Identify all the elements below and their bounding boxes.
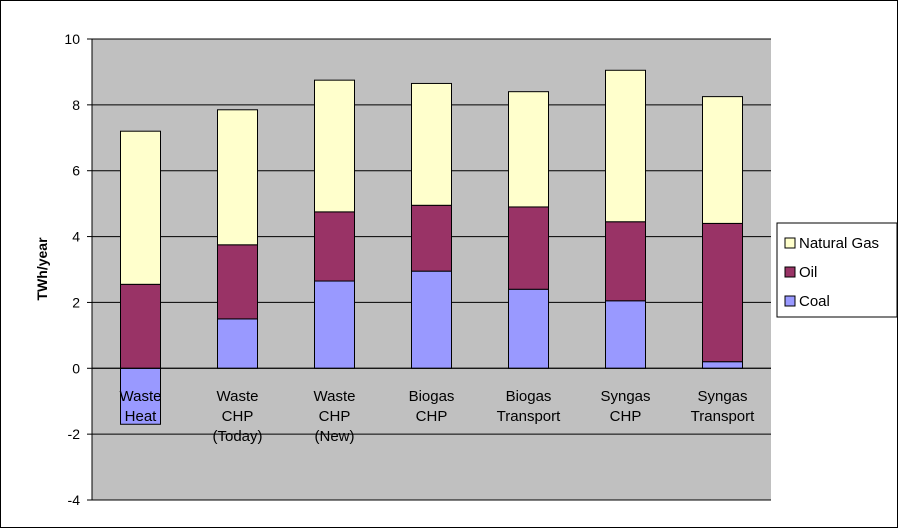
- bar-segment-natural-gas: [605, 69, 646, 223]
- bar-segment-coal: [605, 300, 646, 369]
- bar-segment-coal: [120, 367, 161, 425]
- legend-swatch-coal: [784, 295, 796, 307]
- bar-segment-coal: [217, 318, 258, 369]
- bar-segment-natural-gas: [314, 79, 355, 213]
- y-tick-label: -2: [68, 426, 81, 442]
- y-tick-label: 8: [72, 97, 80, 113]
- legend-label: Coal: [799, 293, 830, 310]
- bar-segment-oil: [217, 244, 258, 320]
- legend-box: [776, 222, 898, 318]
- bar-segment-coal: [702, 361, 743, 369]
- bar-segment-natural-gas: [217, 109, 258, 246]
- y-tick-label: 2: [72, 294, 80, 310]
- bar-segment-coal: [411, 270, 452, 369]
- x-category-label: Syngas CHP: [600, 388, 650, 425]
- y-tick-label: 0: [72, 360, 80, 376]
- bar-layer: [120, 69, 743, 425]
- legend: Natural Gas Oil Coal: [776, 222, 898, 318]
- y-tick-layer: 10 8 6 4 2 0 -2 -4: [64, 31, 92, 508]
- x-category-label: Waste CHP (Today): [212, 388, 262, 445]
- x-category-label: Biogas Transport: [497, 388, 561, 425]
- legend-swatch-natural-gas: [784, 237, 796, 249]
- bar-segment-oil: [508, 206, 549, 290]
- bar-segment-coal: [314, 280, 355, 369]
- y-axis-title: TWh/year: [34, 237, 50, 301]
- legend-swatch-oil: [784, 266, 796, 278]
- bar-segment-oil: [702, 222, 743, 363]
- bar-segment-oil: [314, 211, 355, 282]
- legend-label: Natural Gas: [799, 235, 879, 252]
- bar-segment-natural-gas: [411, 82, 452, 206]
- bar-segment-coal: [508, 288, 549, 369]
- y-tick-label: -4: [68, 492, 81, 508]
- x-category-label: Biogas CHP: [409, 388, 455, 425]
- y-tick-label: 10: [64, 31, 80, 47]
- x-label-layer: Waste Heat Waste CHP (Today) Waste CHP (New) Bio…: [120, 388, 756, 445]
- bar-segment-natural-gas: [120, 130, 161, 285]
- y-tick-label: 4: [72, 229, 80, 245]
- x-category-label: Waste CHP (New): [314, 388, 356, 445]
- bar-segment-natural-gas: [702, 96, 743, 224]
- x-category-label: Syngas Transport: [691, 388, 755, 425]
- x-category-label: Waste Heat: [120, 388, 162, 425]
- bar-segment-oil: [411, 204, 452, 272]
- legend-label: Oil: [799, 264, 817, 281]
- bar-segment-natural-gas: [508, 91, 549, 208]
- bar-segment-oil: [120, 283, 161, 369]
- bar-segment-oil: [605, 221, 646, 302]
- y-tick-label: 6: [72, 163, 80, 179]
